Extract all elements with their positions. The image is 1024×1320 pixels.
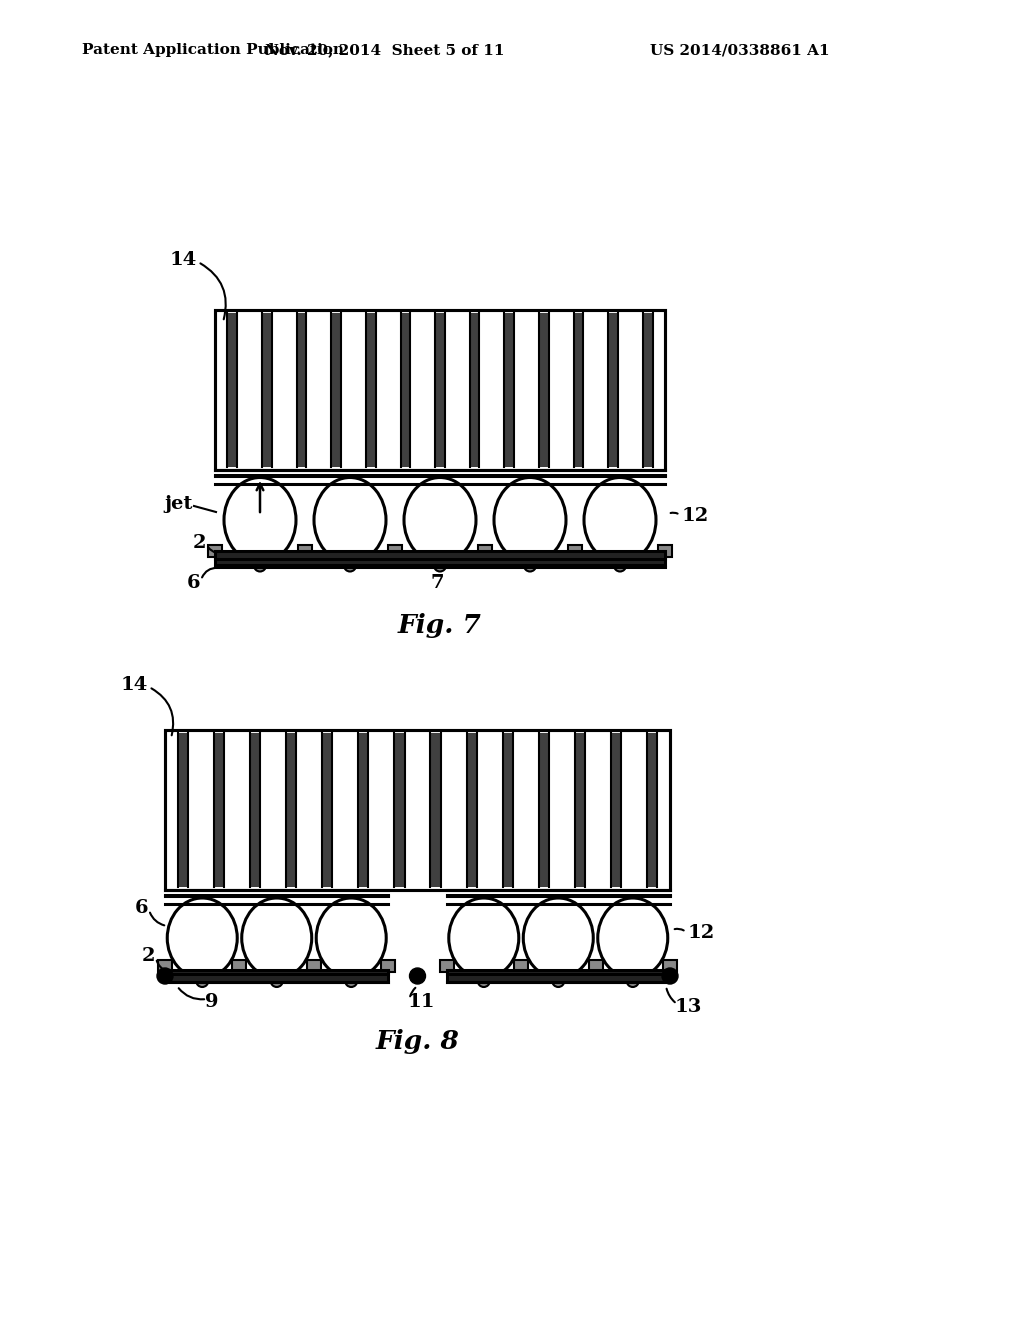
Ellipse shape — [598, 898, 668, 978]
Bar — [208, 544, 222, 557]
Bar — [568, 544, 582, 557]
Ellipse shape — [449, 898, 519, 978]
Bar — [478, 544, 492, 557]
Bar — [165, 730, 670, 890]
Bar — [503, 733, 513, 887]
Bar — [658, 544, 672, 557]
Bar — [215, 550, 665, 565]
Bar — [178, 733, 188, 887]
Bar — [514, 960, 528, 972]
Circle shape — [524, 560, 536, 572]
Bar — [262, 313, 271, 467]
Circle shape — [254, 560, 266, 572]
Bar — [467, 733, 476, 887]
Bar — [505, 313, 514, 467]
Text: US 2014/0338861 A1: US 2014/0338861 A1 — [650, 44, 829, 57]
Ellipse shape — [224, 478, 296, 562]
Text: 13: 13 — [675, 998, 702, 1016]
Ellipse shape — [494, 478, 566, 562]
Bar — [647, 733, 657, 887]
Circle shape — [614, 560, 626, 572]
Text: 11: 11 — [408, 993, 435, 1011]
Text: 6: 6 — [134, 899, 148, 917]
Text: Fig. 7: Fig. 7 — [398, 612, 482, 638]
Bar — [643, 313, 652, 467]
Ellipse shape — [584, 478, 656, 562]
Circle shape — [344, 560, 356, 572]
Bar — [539, 313, 549, 467]
Text: 14: 14 — [121, 676, 148, 694]
Bar — [394, 733, 404, 887]
Text: 12: 12 — [688, 924, 715, 942]
Ellipse shape — [314, 478, 386, 562]
Bar — [250, 733, 260, 887]
Bar — [165, 730, 670, 890]
Bar — [430, 733, 440, 887]
Circle shape — [345, 975, 357, 987]
Bar — [227, 313, 238, 467]
Bar — [573, 313, 584, 467]
Text: Nov. 20, 2014  Sheet 5 of 11: Nov. 20, 2014 Sheet 5 of 11 — [265, 44, 505, 57]
Bar — [232, 960, 247, 972]
Bar — [298, 544, 312, 557]
Bar — [574, 733, 585, 887]
Circle shape — [157, 968, 173, 983]
Bar — [608, 313, 617, 467]
Circle shape — [478, 975, 489, 987]
Ellipse shape — [316, 898, 386, 978]
Circle shape — [552, 975, 564, 987]
Bar — [214, 733, 224, 887]
Bar — [589, 960, 602, 972]
Text: 2: 2 — [141, 946, 155, 965]
Circle shape — [197, 975, 208, 987]
Bar — [323, 733, 333, 887]
Text: 12: 12 — [682, 507, 710, 525]
Bar — [158, 960, 172, 972]
Bar — [446, 970, 670, 982]
Text: 9: 9 — [205, 993, 218, 1011]
Text: jet: jet — [165, 495, 193, 513]
Bar — [307, 960, 321, 972]
Bar — [611, 733, 621, 887]
Bar — [382, 960, 395, 972]
Bar — [439, 960, 454, 972]
Ellipse shape — [404, 478, 476, 562]
Bar — [332, 313, 341, 467]
Bar — [297, 313, 306, 467]
Bar — [400, 313, 411, 467]
Bar — [435, 313, 444, 467]
Text: Fig. 8: Fig. 8 — [376, 1030, 460, 1055]
Bar — [470, 313, 479, 467]
Bar — [215, 310, 665, 470]
Circle shape — [434, 560, 446, 572]
Text: 6: 6 — [186, 574, 200, 591]
Ellipse shape — [167, 898, 238, 978]
Bar — [388, 544, 402, 557]
Bar — [165, 970, 388, 982]
Text: 14: 14 — [170, 251, 197, 269]
Bar — [539, 733, 549, 887]
Text: 2: 2 — [193, 535, 206, 552]
Bar — [358, 733, 369, 887]
Circle shape — [270, 975, 283, 987]
Circle shape — [662, 968, 678, 983]
Circle shape — [410, 968, 426, 983]
Bar — [215, 310, 665, 470]
Text: 7: 7 — [430, 574, 443, 591]
Ellipse shape — [523, 898, 593, 978]
Bar — [663, 960, 677, 972]
Ellipse shape — [242, 898, 311, 978]
Text: Patent Application Publication: Patent Application Publication — [82, 44, 344, 57]
Bar — [366, 313, 376, 467]
Bar — [286, 733, 296, 887]
Circle shape — [627, 975, 639, 987]
